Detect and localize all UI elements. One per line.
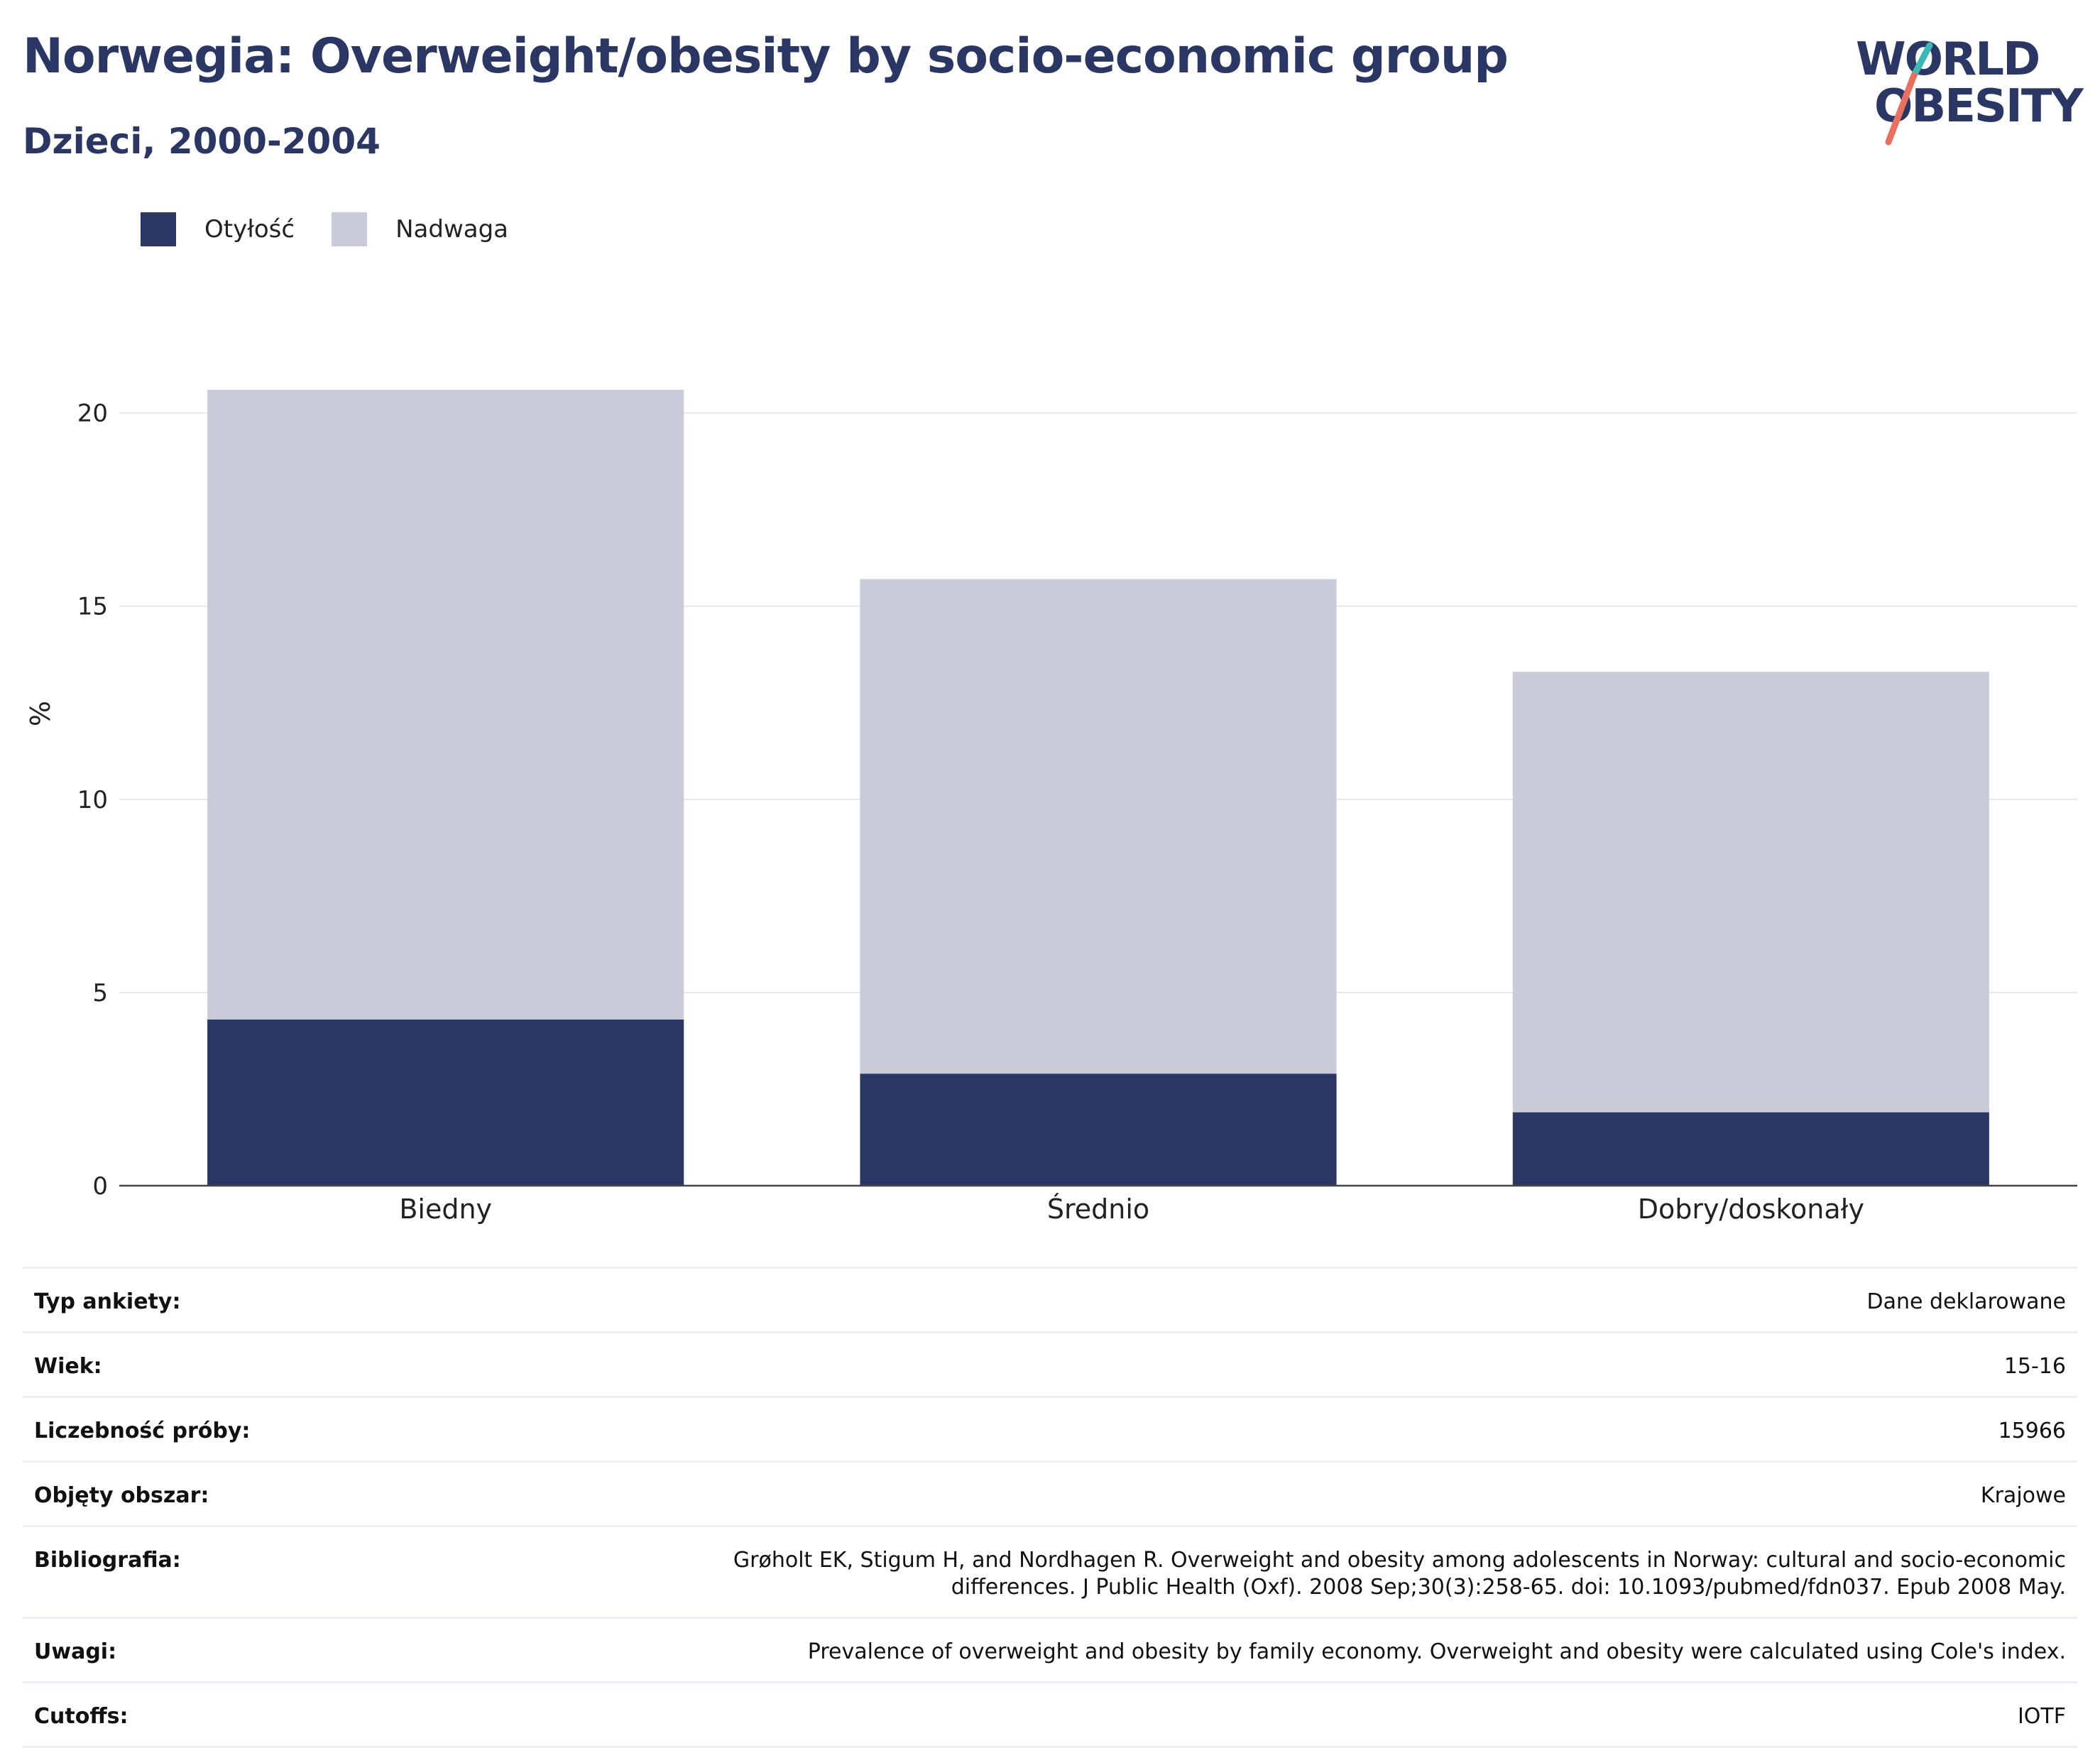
meta-label: Typ ankiety: — [34, 1289, 181, 1314]
y-tick-label: 10 — [77, 786, 108, 814]
legend-item-obesity[interactable]: Otyłość — [141, 212, 295, 246]
x-category-label: Dobry/doskonały — [1638, 1193, 1864, 1225]
meta-row-cutoffs: Cutoffs: IOTF — [23, 1683, 2077, 1748]
legend-label-obesity: Otyłość — [204, 215, 295, 244]
y-axis-title: % — [25, 701, 56, 726]
meta-value: 15-16 — [2003, 1354, 2066, 1379]
meta-value: 15966 — [1998, 1419, 2066, 1443]
legend-swatch-overweight — [332, 212, 368, 246]
survey-details-table: Typ ankiety: Dane deklarowane Wiek: 15-1… — [23, 1267, 2077, 1748]
meta-value: Grøholt EK, Stigum H, and Nordhagen R. O… — [733, 1548, 2066, 1600]
meta-value: Dane deklarowane — [1866, 1289, 2066, 1314]
world-obesity-logo: WORLD OBESITY — [1846, 21, 2087, 149]
bar-overweight — [860, 579, 1337, 1074]
meta-label: Objęty obszar: — [34, 1483, 209, 1508]
bar-obesity — [1512, 1112, 1989, 1186]
meta-label: Uwagi: — [34, 1639, 117, 1664]
bar-chart: 0 5 10 15 20% Biedny Średnio Dobry/doskonały — [25, 389, 2077, 1225]
chart-subtitle: Dzieci, 2000-2004 — [23, 121, 381, 162]
legend-swatch-obesity — [141, 212, 176, 246]
meta-value: IOTF — [2017, 1704, 2066, 1729]
x-category-label: Średnio — [1047, 1193, 1149, 1225]
meta-label: Wiek: — [34, 1354, 102, 1379]
meta-row-survey-type: Typ ankiety: Dane deklarowane — [23, 1269, 2077, 1333]
meta-row-coverage: Objęty obszar: Krajowe — [23, 1463, 2077, 1527]
bar-obesity — [207, 1020, 684, 1186]
meta-row-sample-size: Liczebność próby: 15966 — [23, 1398, 2077, 1463]
bar-overweight — [1512, 672, 1989, 1113]
logo-word-world: WORLD — [1856, 33, 2040, 86]
meta-row-age: Wiek: 15-16 — [23, 1333, 2077, 1398]
meta-row-notes: Uwagi: Prevalence of overweight and obes… — [23, 1619, 2077, 1683]
bar-overweight — [207, 389, 684, 1020]
meta-label: Bibliografia: — [34, 1548, 181, 1573]
chart-legend: Otyłość Nadwaga — [141, 212, 545, 247]
y-tick-label: 20 — [77, 400, 108, 428]
meta-label: Cutoffs: — [34, 1704, 128, 1729]
chart-title: Norwegia: Overweight/obesity by socio-ec… — [23, 28, 1509, 84]
logo-slash-icon — [1885, 42, 1933, 146]
x-category-label: Biedny — [399, 1193, 492, 1225]
legend-label-overweight: Nadwaga — [395, 215, 509, 244]
y-tick-label: 15 — [77, 593, 108, 621]
bar-obesity — [860, 1074, 1337, 1186]
legend-item-overweight[interactable]: Nadwaga — [332, 212, 508, 246]
meta-value: Prevalence of overweight and obesity by … — [807, 1639, 2066, 1664]
meta-value: Krajowe — [1980, 1483, 2066, 1508]
meta-row-bibliography: Bibliografia: Grøholt EK, Stigum H, and … — [23, 1527, 2077, 1619]
meta-label: Liczebność próby: — [34, 1419, 251, 1443]
y-tick-label: 5 — [92, 979, 108, 1007]
y-tick-label: 0 — [92, 1172, 108, 1201]
